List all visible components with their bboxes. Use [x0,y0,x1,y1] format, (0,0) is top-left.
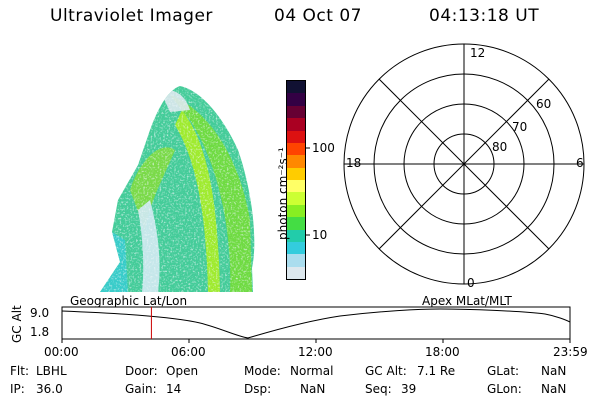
colorbar-tick-100: 100 [312,141,335,155]
lat-label-80: 80 [492,140,508,154]
timeline-x-tick-0600: 06:00 [171,345,206,359]
mode-label: Mode: [244,364,281,378]
dsp-value: NaN [300,382,326,396]
door-label: Door: [125,364,158,378]
flt-value: LBHL [36,364,67,378]
glat-value: NaN [541,364,567,378]
timeline-left-title: Geographic Lat/Lon [70,294,188,308]
gcalt-label: GC Alt: [365,364,407,378]
mode-value: Normal [290,364,334,378]
gain-value: 14 [166,382,182,396]
mlt-label-12: 12 [470,46,486,60]
timeline-y-tick-min: 1.8 [30,325,50,339]
timeline-y-tick-max: 9.0 [30,306,50,320]
colorbar-swatch [287,229,305,242]
colorbar-swatch [287,241,305,255]
colorbar-swatch [287,266,305,279]
timeline-x-tick-1200: 12:00 [298,345,333,359]
colorbar-swatch [287,217,305,230]
colorbar-swatch [287,254,305,267]
seq-value: 39 [401,382,417,396]
mlt-label-18: 18 [346,156,362,170]
ip-label: IP: [10,382,25,396]
glon-value: NaN [541,382,567,396]
gain-label: Gain: [125,382,157,396]
lat-label-60: 60 [536,97,552,111]
timeline-x-tick-2359: 23:59 [553,345,588,359]
colorbar-tick-10: 10 [312,228,328,242]
colorbar-swatch [287,130,305,143]
flt-label: Flt: [10,364,29,378]
colorbar-swatch [287,142,305,156]
mlt-label-6: 6 [576,156,584,170]
colorbar [286,80,306,280]
colorbar-swatch [287,81,305,94]
colorbar-swatch [287,180,305,193]
gcalt-value: 7.1 Re [417,364,456,378]
colorbar-swatch [287,167,305,180]
glon-label: GLon: [487,382,522,396]
colorbar-swatch [287,93,305,106]
colorbar-swatch [287,155,305,168]
colorbar-swatch [287,204,305,218]
colorbar-swatch [287,192,305,205]
lat-label-70: 70 [512,120,528,134]
glat-label: GLat: [487,364,520,378]
timeline-right-title: Apex MLat/MLT [422,294,512,308]
colorbar-swatch [287,105,305,119]
instrument-title: Ultraviolet Imager [50,6,213,26]
ip-value: 36.0 [36,382,63,396]
door-value: Open [166,364,199,378]
timeline-x-tick-1800: 18:00 [425,345,460,359]
header-time: 04:13:18 UT [429,6,540,26]
mlt-label-0: 0 [467,276,475,290]
colorbar-swatch [287,118,305,131]
seq-label: Seq: [365,382,392,396]
header-date: 04 Oct 07 [274,6,362,26]
timeline-x-tick-0000: 00:00 [44,345,79,359]
dsp-label: Dsp: [244,382,272,396]
